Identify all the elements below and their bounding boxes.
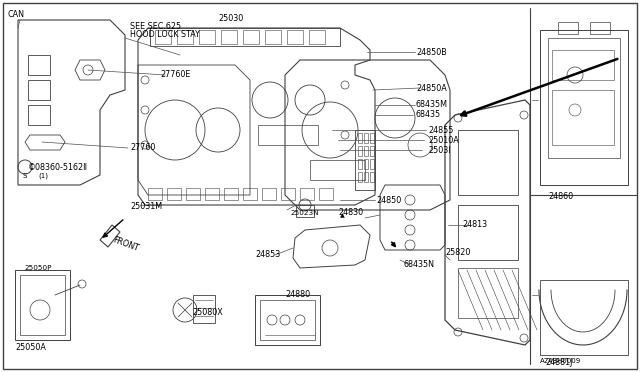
Text: 24881J: 24881J — [545, 358, 572, 367]
Text: 25050P: 25050P — [24, 265, 51, 271]
Text: 68435: 68435 — [416, 110, 441, 119]
Bar — [458, 268, 518, 318]
Bar — [319, 188, 333, 200]
Bar — [540, 280, 628, 355]
Text: 25010A: 25010A — [428, 136, 459, 145]
Text: (1): (1) — [38, 172, 48, 179]
Bar — [590, 22, 610, 34]
Bar — [148, 188, 162, 200]
Bar — [558, 22, 578, 34]
Bar — [150, 28, 340, 46]
Bar — [287, 30, 303, 44]
Bar — [364, 172, 368, 182]
Bar — [193, 295, 215, 323]
Text: 68435M: 68435M — [416, 100, 448, 109]
Bar — [358, 159, 362, 169]
Bar — [364, 159, 368, 169]
Text: 68435N: 68435N — [404, 260, 435, 269]
Bar — [309, 30, 325, 44]
Bar — [358, 172, 362, 182]
Text: 24830: 24830 — [338, 208, 363, 217]
Bar — [224, 188, 238, 200]
Bar — [370, 133, 374, 143]
Bar — [15, 270, 70, 340]
Bar — [260, 300, 315, 340]
Bar — [20, 275, 65, 335]
Bar — [370, 172, 374, 182]
Bar — [155, 30, 171, 44]
Text: 24850: 24850 — [376, 196, 401, 205]
Bar — [262, 188, 276, 200]
Text: 24880: 24880 — [285, 290, 310, 299]
Bar — [177, 30, 193, 44]
Text: ▲: ▲ — [340, 213, 345, 218]
Bar — [281, 188, 295, 200]
Bar — [552, 50, 614, 80]
Bar — [310, 160, 365, 180]
Text: A248H0009: A248H0009 — [540, 358, 581, 364]
Bar — [186, 188, 200, 200]
Bar — [355, 130, 375, 190]
Bar — [458, 205, 518, 260]
Text: 24850A: 24850A — [416, 84, 447, 93]
Bar — [296, 205, 314, 217]
Text: SEE SEC.625: SEE SEC.625 — [130, 22, 181, 31]
Text: S: S — [23, 173, 27, 179]
Text: 24813: 24813 — [462, 220, 487, 229]
Text: 25820: 25820 — [445, 248, 470, 257]
Text: HOOD LOCK STAY: HOOD LOCK STAY — [130, 30, 200, 39]
Bar — [221, 30, 237, 44]
Text: CAN: CAN — [8, 10, 25, 19]
Text: 25030: 25030 — [218, 14, 243, 23]
Text: 24853: 24853 — [255, 250, 280, 259]
Text: 25080X: 25080X — [192, 308, 223, 317]
Bar — [167, 188, 181, 200]
Bar — [258, 125, 318, 145]
Bar — [265, 30, 281, 44]
Bar — [540, 30, 628, 185]
Text: 24850B: 24850B — [416, 48, 447, 57]
Bar — [370, 146, 374, 156]
Bar — [358, 146, 362, 156]
Text: 2503I: 2503I — [428, 146, 451, 155]
Bar — [458, 130, 518, 195]
Bar — [552, 90, 614, 145]
Bar — [370, 159, 374, 169]
Polygon shape — [100, 225, 120, 247]
Bar — [358, 133, 362, 143]
Bar — [300, 188, 314, 200]
Text: 25050A: 25050A — [15, 343, 46, 352]
Text: 27760: 27760 — [130, 143, 156, 152]
Text: 25031M: 25031M — [130, 202, 162, 211]
Bar — [243, 30, 259, 44]
Text: 27760E: 27760E — [160, 70, 190, 79]
Bar — [255, 295, 320, 345]
Bar — [243, 188, 257, 200]
Text: ©08360-5162Ⅱ: ©08360-5162Ⅱ — [28, 163, 88, 172]
Text: FRONT: FRONT — [112, 235, 140, 253]
Bar — [199, 30, 215, 44]
Bar — [548, 38, 620, 158]
Text: 25023N: 25023N — [290, 210, 319, 216]
Bar — [364, 133, 368, 143]
Bar — [205, 188, 219, 200]
Bar — [364, 146, 368, 156]
Text: 24855: 24855 — [428, 126, 453, 135]
Text: 24860: 24860 — [548, 192, 573, 201]
